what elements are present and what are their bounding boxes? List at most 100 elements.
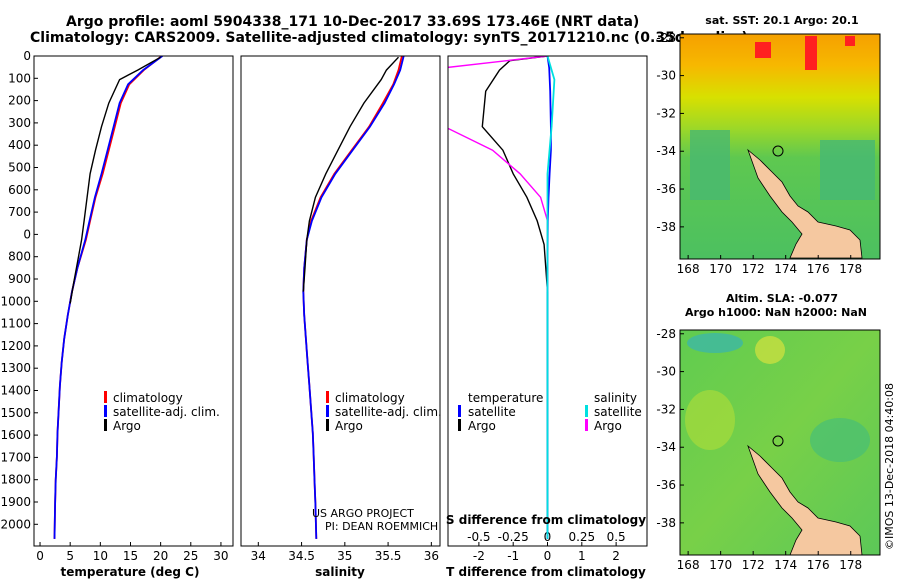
legend-temperature-heading: temperature xyxy=(468,391,543,405)
difference-legend: temperature satellite Argo salinity sate… xyxy=(458,391,642,433)
new-zealand-land xyxy=(747,148,863,259)
argo-position-marker xyxy=(772,435,784,447)
salinity-x-axis: 34 34.5 35 35.5 36 xyxy=(251,542,439,563)
sst-map-title: sat. SST: 20.1 Argo: 20.1 xyxy=(705,14,858,27)
title-line2: Climatology: CARS2009. Satellite-adjuste… xyxy=(30,30,748,46)
title-line1: Argo profile: aoml 5904338_171 10-Dec-20… xyxy=(66,14,639,30)
sla-high-patch xyxy=(755,336,785,364)
legend-temp-satellite-swatch xyxy=(458,405,461,417)
series-salinity-argo xyxy=(448,56,549,292)
map-lat-tick-label: -34 xyxy=(656,144,676,158)
x-tick-label: 35 xyxy=(337,549,352,563)
depth-tick-label: 1600 xyxy=(0,428,31,442)
new-zealand-land xyxy=(747,444,863,555)
legend-climatology-swatch xyxy=(326,391,329,403)
difference-xlabel-top: S difference from climatology xyxy=(446,513,646,527)
map-lat-tick-label: -32 xyxy=(656,402,676,416)
temperature-plot-frame xyxy=(33,55,234,547)
sst-map-panel: sat. SST: 20.1 Argo: 20.1 168 170 172 174 17… xyxy=(656,14,881,276)
map-lat-tick-label: -28 xyxy=(656,327,676,341)
x-tick-label: 25 xyxy=(183,549,198,563)
credit-project: US ARGO PROJECT xyxy=(312,507,414,520)
difference-panel: -2 -1 0 1 2-0.5 -0.25 0 0.25 0.5 T difference fr… xyxy=(446,55,648,579)
sla-map-panel: Altim. SLA: -0.077 Argo h1000: NaN h2000… xyxy=(656,292,881,572)
map-lat-tick-label: -36 xyxy=(656,478,676,492)
depth-axis: 0 100 200 300 400 500 600 700 0 800 900 1000 1100 120… xyxy=(0,49,38,531)
difference-xlabel: T difference from climatology xyxy=(446,565,646,579)
sst-hot-patch xyxy=(805,36,817,70)
temperature-legend: climatology satellite-adj. clim. Argo xyxy=(104,391,220,433)
legend-sal-argo-swatch xyxy=(585,419,588,431)
depth-tick-label: 1200 xyxy=(0,339,31,353)
legend-satellite-label: satellite-adj. clim. xyxy=(335,405,442,419)
map-lat-tick-label: -36 xyxy=(656,182,676,196)
legend-temp-argo-swatch xyxy=(458,419,461,431)
depth-tick-label: 1000 xyxy=(0,294,31,308)
series-temperature-argo xyxy=(481,56,549,539)
map-lon-tick-label: 176 xyxy=(807,558,830,572)
legend-sal-satellite-label: satellite xyxy=(594,405,642,419)
series-argo xyxy=(69,56,161,304)
x-tick-label: 0 xyxy=(36,549,44,563)
x-tick-label: 1 xyxy=(578,549,586,563)
map-lat-tick-label: -38 xyxy=(656,516,676,530)
salinity-legend: climatology satellite-adj. clim. Argo xyxy=(326,391,442,433)
legend-temp-argo-label: Argo xyxy=(468,419,496,433)
x-tick-label: -2 xyxy=(473,549,485,563)
map-lon-tick-label: 176 xyxy=(807,262,830,276)
map-lon-tick-label: 170 xyxy=(709,262,732,276)
x-tick-label: 2 xyxy=(612,549,620,563)
map-lat-tick-label: -30 xyxy=(656,365,676,379)
x-tick-label: -1 xyxy=(507,549,519,563)
x-tick-label: 34.5 xyxy=(288,549,315,563)
legend-sal-argo-label: Argo xyxy=(594,419,622,433)
depth-tick-label: 1300 xyxy=(0,361,31,375)
depth-tick-label: 1700 xyxy=(0,450,31,464)
salinity-xlabel: salinity xyxy=(315,565,365,579)
legend-satellite-swatch xyxy=(104,405,107,417)
map-lon-tick-label: 168 xyxy=(677,558,700,572)
s-diff-tick-label: 0.5 xyxy=(607,530,626,544)
legend-climatology-label: climatology xyxy=(113,391,183,405)
series-satellite xyxy=(302,56,405,539)
sla-low-patch xyxy=(687,333,743,353)
sst-cool-patch xyxy=(820,140,875,200)
legend-argo-swatch xyxy=(326,419,329,431)
legend-satellite-label: satellite-adj. clim. xyxy=(113,405,220,419)
map-lon-tick-label: 178 xyxy=(839,558,862,572)
x-tick-label: 35.5 xyxy=(375,549,402,563)
legend-temp-satellite-label: satellite xyxy=(468,405,516,419)
x-tick-label: 10 xyxy=(93,549,108,563)
credit-pi: PI: DEAN ROEMMICH xyxy=(325,520,438,533)
sla-map-title: Altim. SLA: -0.077 xyxy=(726,292,838,305)
temperature-xlabel: temperature (deg C) xyxy=(61,565,200,579)
depth-tick-label: 1100 xyxy=(0,317,31,331)
temperature-panel: 0100200300400500600700080090010001100120… xyxy=(0,49,234,579)
x-tick-label: 0 xyxy=(544,549,552,563)
depth-tick-label: 600 xyxy=(8,183,31,197)
legend-argo-swatch xyxy=(104,419,107,431)
difference-plot-frame xyxy=(447,55,648,547)
depth-tick-label: 500 xyxy=(8,161,31,175)
timestamp: ©IMOS 13-Dec-2018 04:40:08 xyxy=(883,383,896,550)
s-diff-tick-label: -0.25 xyxy=(498,530,529,544)
sst-map-frame xyxy=(679,33,881,260)
series-salinity-satellite xyxy=(546,56,556,539)
map-lat-tick-label: -38 xyxy=(656,220,676,234)
sla-high-patch xyxy=(685,390,735,450)
map-lon-tick-label: 174 xyxy=(774,262,797,276)
map-lat-tick-label: -28 xyxy=(656,31,676,45)
sla-map-subtitle: Argo h1000: NaN h2000: NaN xyxy=(685,306,867,319)
legend-sal-satellite-swatch xyxy=(585,405,588,417)
series-climatology xyxy=(302,56,403,539)
depth-tick-label: 800 xyxy=(8,250,31,264)
salinity-plot-frame xyxy=(240,55,441,547)
sst-hot-patch xyxy=(845,36,855,46)
x-tick-label: 15 xyxy=(123,549,138,563)
map-lon-tick-label: 172 xyxy=(742,262,765,276)
depth-tick-label: 1400 xyxy=(0,384,31,398)
salinity-panel: 34 34.5 35 35.5 36 salinity climatology sate… xyxy=(240,55,442,579)
depth-tick-label: 300 xyxy=(8,116,31,130)
map-lon-tick-label: 174 xyxy=(774,558,797,572)
